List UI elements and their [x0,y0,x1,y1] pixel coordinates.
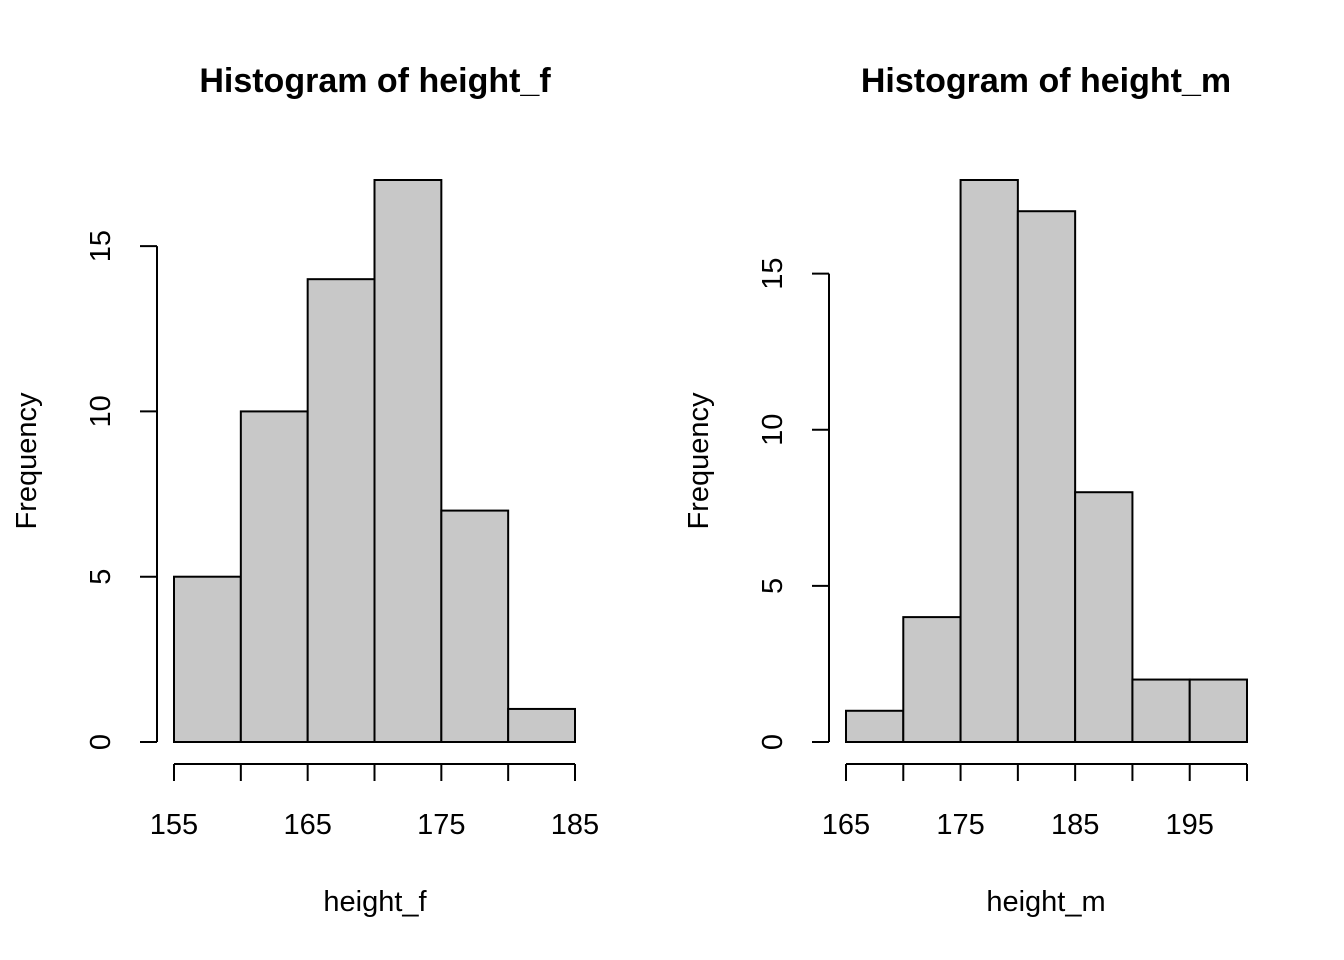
bar-height-f-180-185 [507,707,576,743]
bar-height-m-170-175 [902,616,962,743]
bar-height-f-165-170 [306,278,376,743]
bar-height-f-170-175 [373,179,443,743]
panel-height-m: Histogram of height_m height_m Frequency… [683,62,1248,918]
y-tick-label-height-m-10: 10 [757,414,789,446]
x-tick-label-height-m-185: 185 [1051,809,1099,841]
y-tick-label-height-f-5: 5 [85,569,117,585]
chart-title-height-m: Histogram of height_m [861,62,1231,100]
x-axis-label-height-m: height_m [986,886,1105,918]
y-axis-height-m: 0 5 10 15 [757,258,830,750]
bar-height-f-155-160 [173,575,242,743]
bar-height-m-190-195 [1131,678,1191,743]
y-tick-label-height-m-15: 15 [757,258,789,290]
bar-height-m-195-200 [1188,678,1248,743]
x-axis-height-m: 165 175 185 195 [822,763,1248,841]
bar-height-m-185-190 [1074,491,1134,743]
x-tick-label-height-f-185: 185 [551,809,599,841]
x-tick-label-height-f-175: 175 [417,809,465,841]
y-axis-height-f: 0 5 10 15 [85,230,158,750]
y-tick-label-height-f-15: 15 [85,230,117,262]
bar-height-m-175-180 [959,179,1019,743]
y-tick-label-height-f-0: 0 [85,734,117,750]
y-tick-label-height-f-10: 10 [85,395,117,427]
y-axis-label-height-f: Frequency [11,392,43,530]
x-tick-label-height-m-165: 165 [822,809,870,841]
y-tick-label-height-m-5: 5 [757,578,789,594]
bar-height-f-175-180 [440,509,510,743]
bars-height-f [173,179,576,743]
x-tick-label-height-f-165: 165 [283,809,331,841]
x-tick-label-height-f-155: 155 [150,809,198,841]
panel-height-f: Histogram of height_f height_f Frequency… [11,62,599,918]
x-axis-height-f: 155 165 175 185 [150,763,599,841]
bar-height-f-160-165 [239,410,309,743]
y-axis-label-height-m: Frequency [683,392,715,530]
x-tick-label-height-m-195: 195 [1166,809,1214,841]
bars-height-m [845,179,1248,743]
bar-height-m-165-170 [845,709,905,743]
x-tick-label-height-m-175: 175 [936,809,984,841]
y-tick-label-height-m-0: 0 [757,734,789,750]
x-axis-label-height-f: height_f [323,886,427,918]
bar-height-m-180-185 [1016,210,1077,743]
chart-title-height-f: Histogram of height_f [199,62,551,100]
